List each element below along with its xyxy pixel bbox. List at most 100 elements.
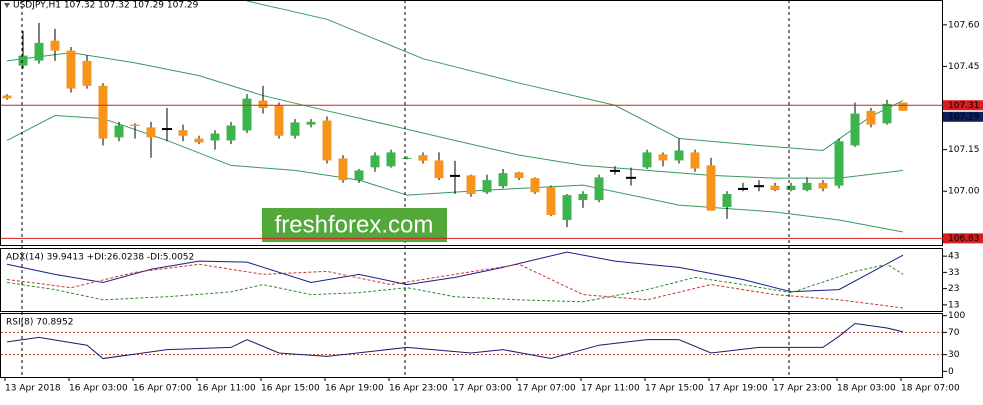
- y-tick-label: 33: [948, 268, 959, 278]
- x-tick-label: 16 Apr 11:00: [197, 384, 256, 394]
- candle-body: [130, 124, 140, 127]
- bollinger-band: [246, 0, 904, 151]
- candle-body: [706, 165, 716, 211]
- y-tick-label: 107.60: [948, 20, 980, 30]
- rsi-panel-border: [0, 313, 943, 378]
- candle-body: [754, 185, 764, 188]
- watermark: freshforex.com: [275, 211, 434, 238]
- candle-body: [306, 121, 316, 125]
- indicator-line: [6, 263, 904, 303]
- bollinger-band: [6, 52, 904, 179]
- indicator-line: [6, 263, 904, 309]
- candle-body: [82, 60, 92, 86]
- candle-body: [114, 125, 124, 138]
- candle-body: [146, 127, 156, 138]
- overlay: 107.60 107.45 107.15 107.00 107.31 106.83 107.…: [1, 20, 983, 394]
- candle-body: [450, 174, 460, 177]
- candle-body: [546, 187, 556, 216]
- candle-body: [210, 133, 220, 141]
- candle-body: [370, 155, 380, 168]
- x-tick-label: 16 Apr 03:00: [69, 384, 128, 394]
- candle-body: [162, 128, 172, 131]
- candle-body: [178, 130, 188, 136]
- candle-body: [898, 102, 908, 111]
- candle-body: [738, 187, 748, 190]
- candle-body: [434, 160, 444, 179]
- candle-body: [482, 180, 492, 193]
- y-tick-label: 30: [948, 350, 960, 360]
- candle-body: [610, 169, 620, 172]
- candle-body: [530, 178, 540, 193]
- candle-body: [386, 152, 396, 167]
- candle-body: [722, 193, 732, 208]
- indicator-line: [6, 251, 904, 293]
- bid-tag-label: 107.29: [948, 112, 980, 122]
- price-tag-label: 106.83: [948, 234, 980, 244]
- candle-body: [50, 40, 60, 51]
- watermark-box: [262, 208, 447, 242]
- candle-body: [66, 50, 76, 89]
- candle-body: [258, 100, 268, 109]
- chart-title: USDJPY,H1 107.32 107.32 107.29 107.29: [13, 1, 199, 11]
- candle-body: [194, 138, 204, 143]
- candle-body: [402, 157, 412, 159]
- x-tick-label: 16 Apr 23:00: [389, 384, 448, 394]
- candle-body: [290, 122, 300, 136]
- y-tick-label: 70: [948, 328, 960, 338]
- rsi-title: RSI(8) 70.8952: [6, 318, 73, 328]
- candle-body: [626, 176, 636, 179]
- candle-body: [642, 152, 652, 168]
- candle-body: [18, 55, 28, 66]
- y-tick-label: 107.00: [948, 187, 980, 197]
- candle-body: [770, 185, 780, 191]
- candle-body: [578, 193, 588, 201]
- candle-body: [34, 42, 44, 61]
- candle-body: [834, 141, 844, 186]
- candle-body: [514, 172, 524, 179]
- candle-body: [802, 182, 812, 191]
- x-tick-label: 16 Apr 15:00: [261, 384, 320, 394]
- candle-body: [674, 150, 684, 161]
- candle-body: [226, 125, 236, 141]
- x-tick-label: 16 Apr 19:00: [325, 384, 384, 394]
- x-tick-label: 17 Apr 23:00: [773, 384, 832, 394]
- candle-body: [98, 85, 108, 139]
- price-tag: [943, 100, 983, 111]
- x-tick-label: 16 Apr 07:00: [133, 384, 192, 394]
- candle-body: [882, 103, 892, 124]
- x-tick-label: 17 Apr 07:00: [517, 384, 576, 394]
- candle-body: [690, 152, 700, 169]
- candle-body: [466, 175, 476, 194]
- x-tick-label: 17 Apr 15:00: [645, 384, 704, 394]
- candle-body: [818, 182, 828, 189]
- y-tick-label: 100: [948, 311, 965, 321]
- candle-body: [242, 98, 252, 131]
- candle-body: [658, 154, 668, 161]
- x-tick-label: 17 Apr 19:00: [709, 384, 768, 394]
- adx-panel-border: [0, 248, 943, 312]
- candle-body: [498, 173, 508, 187]
- candle-body: [594, 177, 604, 201]
- symbol-icon: [4, 3, 10, 8]
- main-panel-border: [0, 0, 943, 246]
- y-tick-label: 43: [948, 252, 959, 262]
- plot-area: [1, 0, 943, 360]
- x-tick-label: 17 Apr 03:00: [453, 384, 512, 394]
- price-tag-label: 107.31: [948, 101, 980, 111]
- candle-body: [354, 170, 364, 181]
- candle-body: [322, 120, 332, 161]
- candle-body: [274, 105, 284, 136]
- candle-body: [850, 113, 860, 146]
- x-tick-label: 18 Apr 03:00: [837, 384, 896, 394]
- x-tick-label: 18 Apr 07:00: [901, 384, 960, 394]
- bid-tag: [943, 111, 983, 122]
- price-tag: [943, 233, 983, 244]
- y-tick-label: 107.45: [948, 62, 980, 72]
- candle-body: [418, 155, 428, 161]
- y-tick-label: 0: [948, 367, 954, 377]
- candle-body: [562, 195, 572, 221]
- indicator-line: [6, 322, 904, 360]
- candle-body: [866, 110, 876, 125]
